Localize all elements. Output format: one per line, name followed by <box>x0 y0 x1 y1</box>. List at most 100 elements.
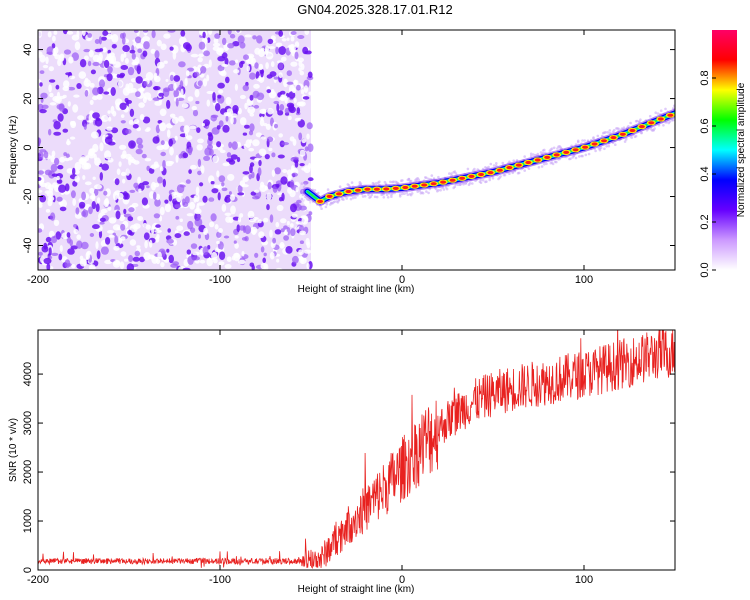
track-halo-dot <box>367 193 370 197</box>
noise-blob <box>237 216 242 223</box>
noise-blob <box>142 50 148 57</box>
noise-blob <box>277 110 284 116</box>
noise-blob <box>197 57 203 63</box>
noise-blob <box>290 31 297 35</box>
colorbar-tick-label: 0.8 <box>699 70 711 85</box>
noise-blob <box>222 124 230 133</box>
noise-blob <box>281 56 287 62</box>
noise-blob <box>288 91 296 99</box>
noise-blob <box>56 175 60 181</box>
noise-blob <box>289 223 294 228</box>
noise-blob <box>58 200 64 206</box>
noise-blob <box>185 179 191 184</box>
noise-blob <box>169 146 174 156</box>
track-halo-dot <box>471 182 474 185</box>
noise-blob <box>269 214 274 223</box>
noise-blob <box>251 264 255 270</box>
noise-blob <box>233 69 240 74</box>
track-halo-dot <box>532 153 535 156</box>
noise-blob <box>307 71 313 79</box>
noise-blob <box>228 141 233 149</box>
snr-plot-area <box>38 330 675 570</box>
noise-blob <box>184 77 188 87</box>
noise-blob <box>81 210 86 217</box>
spectrogram-y-axis-label: Frequency (Hz) <box>8 116 19 185</box>
noise-blob <box>113 61 121 68</box>
noise-blob <box>111 34 119 43</box>
noise-blob <box>196 127 201 133</box>
noise-blob <box>47 199 53 207</box>
noise-blob <box>107 230 114 234</box>
noise-blob <box>79 258 87 267</box>
track-halo-dot <box>333 200 337 203</box>
noise-blob <box>197 158 202 168</box>
noise-blob <box>104 136 113 145</box>
noise-blob <box>154 75 161 83</box>
noise-blob <box>83 123 87 130</box>
noise-blob <box>279 104 285 111</box>
noise-blob <box>252 35 257 40</box>
noise-blob <box>286 37 290 41</box>
track-halo-dot <box>389 180 392 184</box>
noise-blob <box>113 73 118 79</box>
noise-blob <box>224 57 229 66</box>
noise-blob <box>84 181 92 186</box>
noise-blob <box>208 133 214 141</box>
track-halo-dot <box>337 198 341 202</box>
noise-blob <box>274 167 282 175</box>
noise-blob <box>239 213 244 218</box>
noise-blob <box>216 231 222 238</box>
noise-blob <box>194 71 200 77</box>
noise-blob <box>298 132 303 141</box>
noise-blob <box>190 164 197 170</box>
noise-blob <box>258 63 264 71</box>
noise-blob <box>38 228 43 233</box>
noise-blob <box>104 259 112 265</box>
track-halo-dot <box>511 171 514 175</box>
y-tick-label: -20 <box>22 189 34 205</box>
track-bead-red <box>383 187 390 191</box>
track-halo-dot <box>656 112 660 115</box>
track-halo-dot <box>417 178 421 181</box>
noise-blob <box>303 249 312 254</box>
noise-blob <box>265 62 269 70</box>
track-halo-dot <box>640 131 643 134</box>
noise-blob <box>46 51 54 55</box>
noise-blob <box>168 138 173 147</box>
track-halo-dot <box>434 187 438 191</box>
noise-blob <box>243 54 249 60</box>
noise-blob <box>183 125 190 134</box>
track-bead-red <box>553 153 560 157</box>
track-halo-dot <box>350 181 354 184</box>
noise-blob <box>218 175 226 183</box>
track-halo-dot <box>398 193 402 196</box>
noise-blob <box>41 245 49 253</box>
noise-blob <box>170 263 179 268</box>
noise-blob <box>104 150 112 160</box>
noise-blob <box>254 47 261 55</box>
track-bead-red <box>355 188 361 192</box>
noise-blob <box>277 154 285 159</box>
colorbar-tick-label: 0.4 <box>699 166 711 181</box>
noise-blob <box>146 127 151 132</box>
noise-blob <box>207 37 211 43</box>
noise-blob <box>230 154 238 160</box>
noise-blob <box>123 208 127 215</box>
noise-blob <box>238 259 246 265</box>
noise-blob <box>135 76 143 84</box>
track-halo-dot <box>608 129 612 132</box>
noise-blob <box>133 30 139 33</box>
noise-blob <box>116 168 121 175</box>
noise-blob <box>120 223 126 231</box>
noise-blob <box>107 110 111 114</box>
track-bead-red <box>506 166 513 170</box>
noise-blob <box>295 221 303 225</box>
track-bead-red <box>373 187 380 191</box>
noise-blob <box>290 36 295 42</box>
noise-blob <box>164 203 172 213</box>
noise-blob <box>157 176 163 184</box>
noise-blob <box>281 142 290 146</box>
noise-blob <box>78 71 87 79</box>
noise-blob <box>159 166 164 172</box>
noise-blob <box>234 242 239 249</box>
